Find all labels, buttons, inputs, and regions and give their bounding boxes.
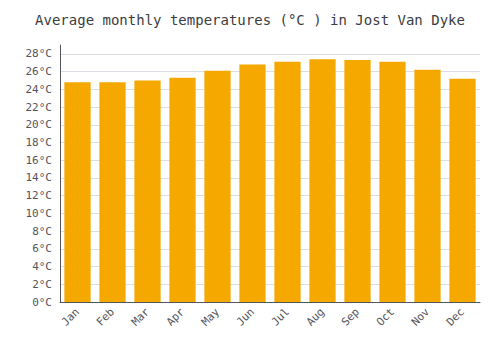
svg-text:Feb: Feb bbox=[94, 305, 117, 328]
svg-text:10°C: 10°C bbox=[26, 207, 53, 220]
svg-text:Sep: Sep bbox=[339, 305, 362, 328]
svg-text:18°C: 18°C bbox=[26, 136, 53, 149]
svg-text:14°C: 14°C bbox=[26, 171, 53, 184]
svg-text:Jul: Jul bbox=[269, 305, 292, 328]
svg-text:20°C: 20°C bbox=[26, 118, 53, 131]
svg-text:0°C: 0°C bbox=[32, 296, 52, 309]
svg-text:Jun: Jun bbox=[234, 305, 257, 328]
svg-text:Average monthly temperatures (: Average monthly temperatures (°C ) in Jo… bbox=[35, 12, 465, 28]
svg-text:Apr: Apr bbox=[164, 305, 187, 328]
svg-text:8°C: 8°C bbox=[32, 225, 52, 238]
svg-text:16°C: 16°C bbox=[26, 154, 53, 167]
svg-text:2°C: 2°C bbox=[32, 278, 52, 291]
svg-text:Jan: Jan bbox=[59, 305, 82, 328]
svg-text:Aug: Aug bbox=[304, 305, 327, 328]
svg-text:Nov: Nov bbox=[409, 305, 432, 328]
svg-text:26°C: 26°C bbox=[26, 65, 53, 78]
svg-text:4°C: 4°C bbox=[32, 260, 52, 273]
svg-text:24°C: 24°C bbox=[26, 83, 53, 96]
svg-text:6°C: 6°C bbox=[32, 242, 52, 255]
svg-text:12°C: 12°C bbox=[26, 189, 53, 202]
svg-text:May: May bbox=[199, 305, 222, 328]
svg-text:28°C: 28°C bbox=[26, 47, 53, 60]
svg-text:22°C: 22°C bbox=[26, 101, 53, 114]
svg-text:Oct: Oct bbox=[374, 305, 397, 328]
svg-text:Mar: Mar bbox=[129, 305, 152, 328]
svg-text:Dec: Dec bbox=[444, 305, 467, 328]
